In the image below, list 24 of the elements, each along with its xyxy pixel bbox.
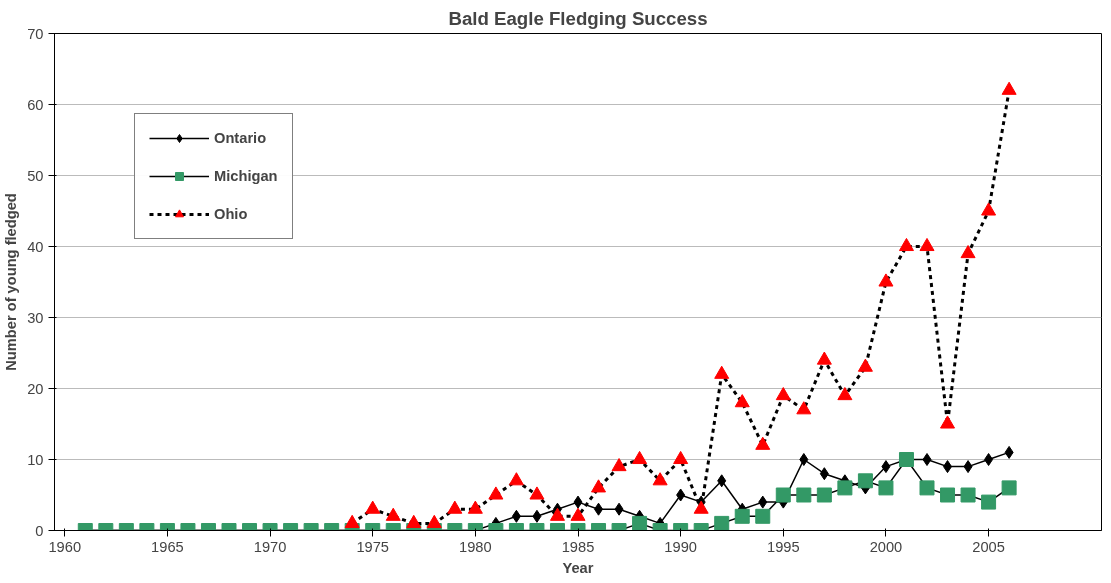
x-tick-label: 1980 bbox=[459, 538, 492, 555]
legend-label: Michigan bbox=[214, 168, 278, 184]
legend-label: Ohio bbox=[214, 206, 248, 222]
x-tick-label: 1990 bbox=[664, 538, 697, 555]
y-axis-title: Number of young fledged bbox=[3, 193, 20, 371]
x-tick-label: 1985 bbox=[561, 538, 595, 555]
x-tick-label: 2000 bbox=[869, 538, 903, 555]
x-tick-label: 1965 bbox=[151, 538, 184, 555]
y-tick-label: 10 bbox=[27, 451, 44, 468]
x-tick-label: 1975 bbox=[356, 538, 390, 555]
x-tick-label: 1960 bbox=[48, 538, 82, 555]
x-axis-title: Year bbox=[562, 559, 594, 576]
y-tick-label: 20 bbox=[27, 380, 44, 397]
y-tick-label: 30 bbox=[27, 309, 44, 326]
chart-title: Bald Eagle Fledging Success bbox=[448, 7, 708, 29]
y-tick-label: 60 bbox=[27, 96, 44, 113]
y-tick-label: 70 bbox=[27, 25, 44, 42]
x-tick-label: 2005 bbox=[972, 538, 1005, 555]
x-tick-label: 1970 bbox=[253, 538, 287, 555]
y-tick-label: 0 bbox=[35, 522, 44, 539]
x-tick-label: 1995 bbox=[766, 538, 800, 555]
legend-label: Ontario bbox=[214, 130, 267, 146]
y-tick-label: 50 bbox=[27, 167, 44, 184]
y-tick-label: 40 bbox=[27, 238, 44, 255]
